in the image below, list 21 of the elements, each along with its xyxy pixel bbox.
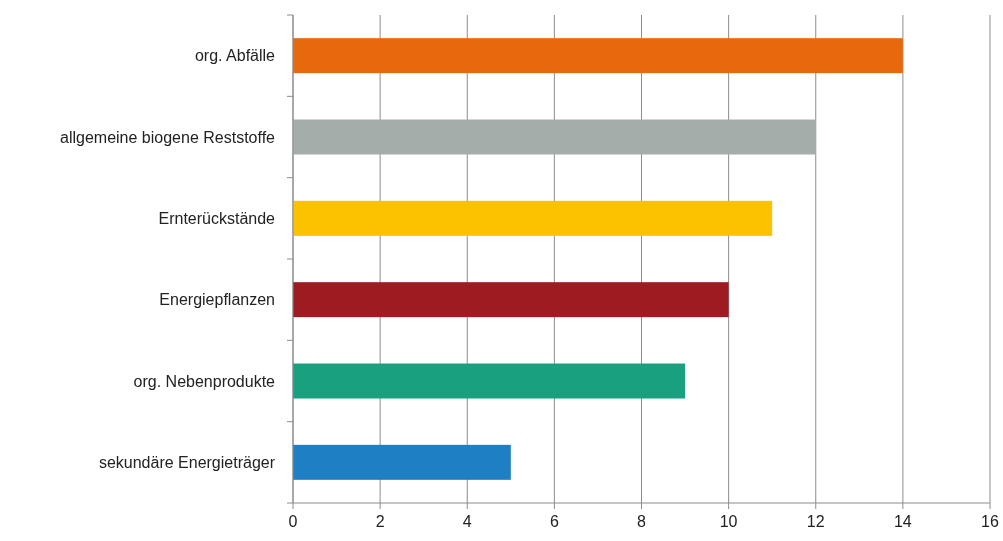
bar xyxy=(293,200,773,236)
bar xyxy=(293,363,686,399)
y-tick-label: org. Nebenprodukte xyxy=(133,372,276,390)
y-tick-label: org. Abfälle xyxy=(194,47,276,65)
y-tick-label: allgemeine biogene Reststoffe xyxy=(60,128,276,146)
y-tick-label: sekundäre Energieträger xyxy=(98,453,276,471)
x-tick-label: 8 xyxy=(637,513,647,530)
bar xyxy=(293,282,729,318)
x-tick-label: 10 xyxy=(719,513,738,530)
x-tick-label: 6 xyxy=(549,513,559,530)
bar xyxy=(293,38,903,74)
x-tick-label: 4 xyxy=(462,513,472,530)
x-tick-label: 12 xyxy=(806,513,825,530)
x-tick-label: 16 xyxy=(981,513,999,530)
x-tick-label: 14 xyxy=(893,513,912,530)
bar xyxy=(293,119,816,155)
x-tick-label: 2 xyxy=(375,513,385,530)
y-tick-label: Ernterückstände xyxy=(158,209,276,227)
y-tick-label: Energiepflanzen xyxy=(159,291,275,309)
bar xyxy=(293,444,511,480)
x-tick-label: 0 xyxy=(288,513,298,530)
